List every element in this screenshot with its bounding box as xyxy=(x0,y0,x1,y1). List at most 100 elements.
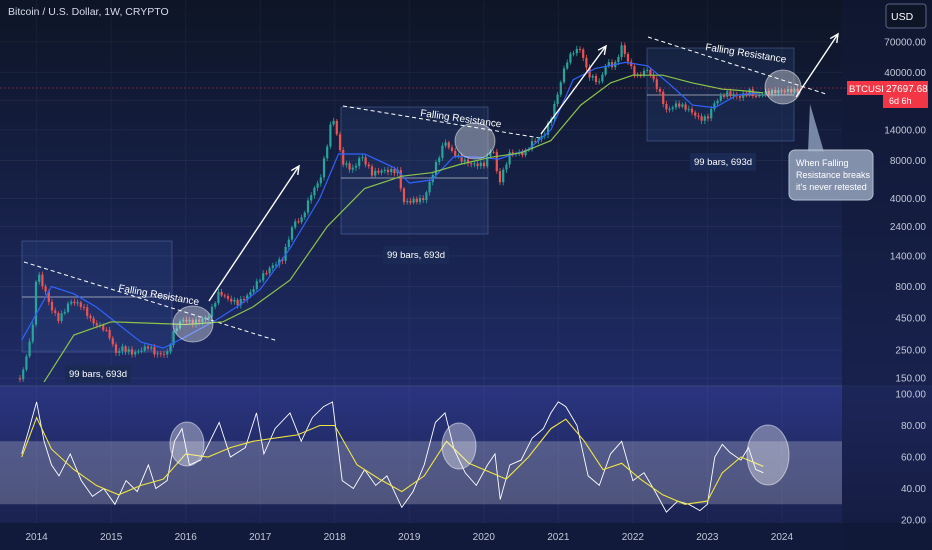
candle-body xyxy=(76,302,79,304)
callout-pointer xyxy=(808,104,824,152)
range-label-3: 99 bars, 693d xyxy=(694,157,752,168)
rsi-tick-label: 60.00 xyxy=(901,453,926,464)
candle-body xyxy=(95,323,98,326)
candle-body xyxy=(655,79,658,89)
candle-body xyxy=(521,152,524,156)
projection-arrow-head xyxy=(290,164,300,176)
candle-body xyxy=(137,351,140,353)
price-tick-label: 14000.00 xyxy=(884,125,926,136)
candle-body xyxy=(313,187,316,196)
candle-body xyxy=(47,291,50,302)
candle-body xyxy=(671,107,674,109)
price-tick-label: 250.00 xyxy=(895,346,926,357)
candle-body xyxy=(588,67,591,78)
time-tick-label: 2015 xyxy=(100,532,123,543)
candle-body xyxy=(185,319,188,322)
time-tick-label: 2018 xyxy=(324,532,347,543)
candle-body xyxy=(710,109,713,119)
candle-body xyxy=(706,116,710,119)
callout: When Falling Resistance breaks it's neve… xyxy=(788,104,874,201)
candle-body xyxy=(719,95,722,101)
candle-body xyxy=(34,281,38,325)
candle-body xyxy=(658,88,662,92)
candle-body xyxy=(393,168,396,174)
rsi-axis: 100.00 80.00 60.00 40.00 20.00 xyxy=(895,390,926,527)
candle-body xyxy=(114,344,118,353)
candle-body xyxy=(479,162,482,167)
price-tick-label: 8000.00 xyxy=(890,156,927,167)
candle-body xyxy=(86,307,89,316)
candle-body xyxy=(226,296,230,299)
falling-resistance-line xyxy=(647,36,827,95)
candle-body xyxy=(383,169,386,171)
candle-body xyxy=(60,313,63,321)
candle-body xyxy=(223,295,226,297)
candle-body xyxy=(246,295,249,300)
price-pane-background xyxy=(0,0,932,386)
candle-body xyxy=(41,274,44,287)
candle-body xyxy=(406,200,409,203)
candle-body xyxy=(786,88,790,92)
candle-body xyxy=(738,96,742,98)
candle-body xyxy=(761,94,764,96)
rsi-pane-background xyxy=(0,386,932,523)
callout-line-1: When Falling xyxy=(796,158,849,168)
candle-body xyxy=(255,281,258,290)
currency-button-frame[interactable] xyxy=(885,3,927,29)
projection-arrow-head xyxy=(597,44,607,55)
candle-body xyxy=(326,146,329,159)
candle-body xyxy=(649,69,652,76)
candle-body xyxy=(22,369,25,380)
candle-body xyxy=(530,141,534,150)
candle-body xyxy=(412,198,415,203)
time-tick-label: 2024 xyxy=(771,532,794,543)
candle-body xyxy=(700,116,703,121)
candle-body xyxy=(306,200,310,213)
candle-body xyxy=(249,292,252,296)
candle-body xyxy=(447,142,450,148)
price-tick-label: 450.00 xyxy=(895,314,926,325)
candle-body xyxy=(63,311,66,314)
currency-button-label[interactable]: USD xyxy=(891,11,914,23)
candle-body xyxy=(534,141,537,143)
candle-body xyxy=(230,298,233,302)
candle-body xyxy=(271,265,274,269)
symbol-title: Bitcoin / U.S. Dollar, 1W, CRYPTO xyxy=(8,6,169,18)
price-breakout-highlight xyxy=(172,305,214,343)
time-tick-label: 2019 xyxy=(398,532,421,543)
candle-body xyxy=(70,301,73,304)
candle-body xyxy=(380,170,383,173)
candle-body xyxy=(742,93,745,98)
candle-body xyxy=(559,82,562,95)
candle-body xyxy=(674,103,678,108)
candle-body xyxy=(367,164,370,167)
candle-body xyxy=(351,167,354,170)
candle-body xyxy=(50,301,54,311)
candle-body xyxy=(73,301,76,304)
candle-body xyxy=(294,221,297,228)
candle-body xyxy=(79,302,82,307)
currency-button[interactable]: USD xyxy=(885,3,927,29)
rsi-highlight xyxy=(169,421,205,467)
candle-body xyxy=(18,378,22,380)
candle-body xyxy=(233,299,236,302)
candle-body xyxy=(422,197,425,201)
candle-body xyxy=(476,163,479,167)
candle-body xyxy=(694,112,697,116)
candle-body xyxy=(82,306,86,308)
candle-body xyxy=(486,156,489,167)
candle-body xyxy=(617,57,620,62)
candle-body xyxy=(678,103,681,107)
falling-resistance-lines xyxy=(23,36,827,342)
candle-body xyxy=(607,62,610,66)
price-tick-label: 800.00 xyxy=(895,282,926,293)
price-tag-ticker-box xyxy=(847,81,883,95)
callout-box xyxy=(788,149,874,201)
candle-body xyxy=(681,104,684,107)
candle-body xyxy=(159,353,162,355)
candle-body xyxy=(281,259,284,261)
candle-body xyxy=(722,95,726,97)
candle-body xyxy=(601,74,604,82)
candle-body xyxy=(57,312,60,321)
